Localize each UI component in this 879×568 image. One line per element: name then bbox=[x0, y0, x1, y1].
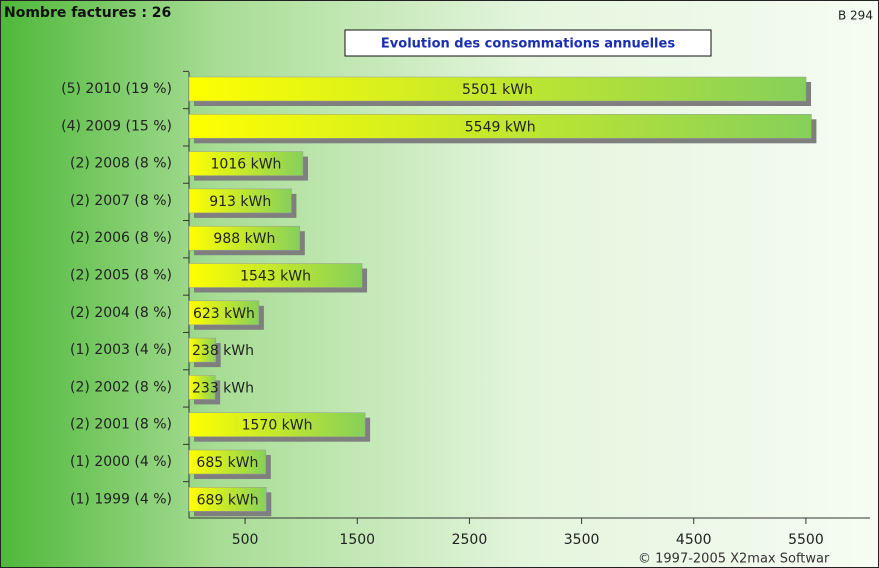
value-label: 233 kWh bbox=[192, 380, 254, 396]
y-tick-label: (1) 2003 (4 %) bbox=[70, 342, 172, 358]
y-tick-label: (2) 2008 (8 %) bbox=[70, 156, 172, 172]
value-label: 1543 kWh bbox=[240, 269, 311, 285]
value-label: 238 kWh bbox=[192, 343, 254, 359]
header: Nombre factures : 26 bbox=[4, 5, 171, 21]
value-label: 623 kWh bbox=[193, 306, 255, 322]
value-label: 1570 kWh bbox=[242, 418, 313, 434]
value-label: 1016 kWh bbox=[211, 157, 282, 173]
bar bbox=[188, 188, 292, 214]
y-tick-label: (2) 2007 (8 %) bbox=[70, 193, 172, 209]
y-tick-label: (2) 2005 (8 %) bbox=[70, 268, 172, 284]
y-tick-label: (1) 1999 (4 %) bbox=[70, 491, 172, 507]
chart-title: Evolution des consommations annuelles bbox=[381, 37, 675, 52]
x-tick-label: 3500 bbox=[564, 532, 600, 548]
x-tick-label: 1500 bbox=[339, 532, 375, 548]
y-tick-label: (2) 2006 (8 %) bbox=[70, 230, 172, 246]
value-label: 689 kWh bbox=[197, 492, 259, 508]
x-tick-label: 500 bbox=[232, 532, 259, 548]
bar bbox=[188, 412, 366, 437]
bar bbox=[188, 114, 812, 139]
bar bbox=[188, 449, 267, 475]
bar bbox=[188, 487, 267, 512]
bar bbox=[188, 225, 301, 251]
y-tick-label: (2) 2002 (8 %) bbox=[70, 379, 172, 395]
x-tick-label: 4500 bbox=[676, 532, 712, 548]
y-tick-label: (2) 2004 (8 %) bbox=[70, 305, 172, 321]
value-label: 988 kWh bbox=[213, 231, 275, 247]
bar bbox=[188, 300, 260, 326]
value-label: 685 kWh bbox=[196, 455, 258, 471]
y-tick-label: (2) 2001 (8 %) bbox=[70, 417, 172, 433]
value-label: 913 kWh bbox=[209, 194, 271, 210]
bar bbox=[188, 151, 304, 176]
y-tick-label: (4) 2009 (15 %) bbox=[61, 118, 172, 134]
x-tick-label: 2500 bbox=[452, 532, 488, 548]
title-box bbox=[344, 29, 712, 57]
value-label: 5501 kWh bbox=[462, 82, 533, 98]
y-tick-label: (1) 2000 (4 %) bbox=[70, 454, 172, 470]
value-label: 5549 kWh bbox=[465, 119, 536, 135]
bar bbox=[188, 263, 363, 288]
x-tick-label: 5500 bbox=[788, 532, 824, 548]
footer: © 1997-2005 X2max Softwar bbox=[638, 552, 830, 567]
corner-label: B 294 bbox=[838, 9, 873, 23]
bar bbox=[188, 337, 216, 363]
y-tick-label: (5) 2010 (19 %) bbox=[61, 81, 172, 97]
bar bbox=[188, 375, 216, 400]
bar bbox=[188, 76, 807, 102]
